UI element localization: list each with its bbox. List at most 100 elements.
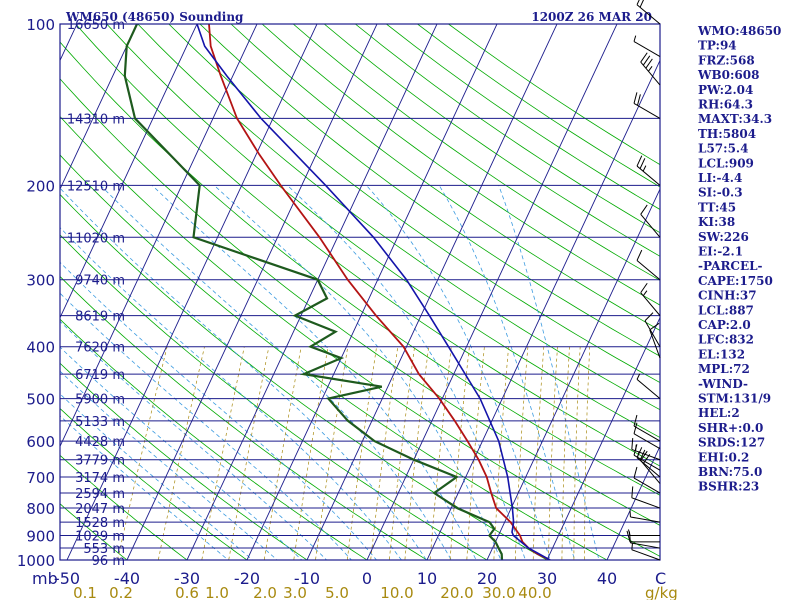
wind-barb-half-flag bbox=[633, 35, 637, 42]
wind-barb bbox=[631, 438, 661, 461]
height-label: 5900 m bbox=[75, 393, 125, 408]
isotherm bbox=[426, 59, 660, 560]
dry-adiabat bbox=[292, 24, 660, 281]
sounding-index: LCL:909 bbox=[698, 156, 754, 170]
wind-barb-flag bbox=[649, 322, 660, 331]
sounding-index: -PARCEL- bbox=[698, 259, 763, 273]
wind-barb bbox=[633, 414, 661, 442]
wind-barb-half-flag bbox=[635, 444, 637, 451]
wind-barb-flag bbox=[639, 158, 646, 169]
wind-barb bbox=[644, 312, 661, 347]
pressure-tick-label: 600 bbox=[26, 433, 55, 451]
sounding-index: EI:-2.1 bbox=[698, 245, 743, 259]
pressure-tick-label: 1000 bbox=[17, 552, 55, 570]
wind-barb-staff bbox=[640, 61, 661, 86]
wind-barb bbox=[636, 155, 661, 186]
wind-barbs bbox=[626, 0, 661, 561]
wind-barb bbox=[633, 92, 661, 119]
moist-adiabat bbox=[60, 261, 377, 560]
sounding-index: TT:45 bbox=[698, 200, 736, 214]
sounding-index: FRZ:568 bbox=[698, 53, 755, 67]
mixing-ratio-line bbox=[404, 346, 430, 560]
height-label: 7620 m bbox=[75, 341, 125, 356]
moist-adiabat bbox=[438, 185, 576, 560]
mixing-ratio-tick-label: 10.0 bbox=[380, 584, 413, 600]
mixing-ratio-tick-label: 0.2 bbox=[109, 584, 133, 600]
temperature-tick-label: -40 bbox=[114, 569, 140, 588]
mixing-ratio-unit-label: g/kg bbox=[645, 584, 678, 600]
sounding-index: MAXT:34.3 bbox=[698, 112, 772, 126]
isotherm bbox=[60, 24, 198, 319]
sounding-index: WMO:48650 bbox=[697, 24, 781, 38]
wind-barb-staff bbox=[636, 260, 661, 281]
height-label: 4428 m bbox=[75, 435, 125, 450]
wind-barb-staff bbox=[644, 320, 661, 347]
height-label: 8619 m bbox=[75, 310, 125, 325]
wind-barb bbox=[631, 486, 661, 509]
dry-adiabat bbox=[60, 503, 128, 560]
wind-barb-staff bbox=[633, 425, 661, 442]
dry-adiabat bbox=[137, 24, 660, 411]
dry-adiabat bbox=[230, 24, 660, 331]
wind-barb-flag bbox=[645, 58, 653, 69]
dewpoint-trace bbox=[123, 24, 504, 560]
moist-adiabats bbox=[60, 185, 600, 560]
mixing-ratio-line bbox=[117, 346, 168, 560]
height-label: 5133 m bbox=[75, 415, 125, 430]
moist-adiabat bbox=[498, 185, 600, 560]
wind-barb-flag bbox=[636, 94, 641, 106]
isotherm bbox=[546, 316, 660, 560]
dry-adiabat bbox=[60, 234, 488, 560]
sounding-index: -WIND- bbox=[698, 377, 748, 391]
mixing-ratio-line bbox=[346, 346, 377, 560]
wind-barb-half-flag bbox=[648, 65, 653, 72]
sounding-index: EHI:0.2 bbox=[698, 450, 749, 464]
moist-adiabat bbox=[287, 185, 526, 560]
dry-adiabat bbox=[60, 193, 548, 560]
moist-adiabat bbox=[100, 185, 452, 560]
moist-adiabat bbox=[366, 185, 551, 560]
wind-barb-half-flag bbox=[631, 543, 633, 550]
wind-barb-staff bbox=[630, 516, 661, 523]
wind-barb bbox=[636, 0, 661, 25]
isotherm bbox=[66, 24, 318, 560]
mixing-ratio-line bbox=[584, 346, 591, 560]
wind-barb-flag bbox=[640, 52, 648, 63]
height-label: 12510 m bbox=[67, 179, 125, 194]
dry-adiabat bbox=[106, 24, 660, 438]
wind-barb-staff bbox=[631, 497, 661, 509]
wind-barb bbox=[636, 373, 661, 400]
sounding-index: BSHR:23 bbox=[698, 480, 759, 494]
wind-barb-staff bbox=[631, 549, 661, 561]
dry-adiabat bbox=[199, 24, 660, 357]
wind-barb bbox=[640, 282, 661, 316]
sounding-index: HEL:2 bbox=[698, 406, 740, 420]
wind-barb-staff bbox=[649, 329, 661, 359]
wind-barb bbox=[636, 249, 661, 281]
chart-title: WM650 (48650) Sounding bbox=[65, 10, 244, 24]
height-label: 14310 m bbox=[67, 112, 125, 127]
wind-barb-half-flag bbox=[642, 165, 647, 172]
wind-barb-staff bbox=[636, 165, 661, 186]
pressure-tick-label: 200 bbox=[26, 177, 55, 195]
height-label: 1528 m bbox=[75, 516, 125, 531]
moist-adiabat bbox=[60, 292, 353, 560]
moist-adiabat bbox=[60, 393, 254, 560]
mixing-ratio-tick-label: 5.0 bbox=[325, 584, 349, 600]
sounding-index: WB0:608 bbox=[697, 68, 759, 82]
moist-adiabat bbox=[60, 370, 278, 560]
sounding-index: BRN:75.0 bbox=[698, 465, 762, 479]
temperature-tick-label: -30 bbox=[174, 569, 200, 588]
pressure-tick-label: 500 bbox=[26, 391, 55, 409]
sounding-index: SI:-0.3 bbox=[698, 186, 743, 200]
sounding-index: MPL:72 bbox=[698, 362, 750, 376]
wind-barb-flag bbox=[633, 414, 638, 427]
moist-adiabat bbox=[60, 415, 229, 560]
height-label: 16650 m bbox=[67, 18, 125, 33]
mixing-ratio-line bbox=[228, 346, 270, 560]
sounding-index: LI:-4.4 bbox=[698, 171, 742, 185]
wind-barb bbox=[633, 35, 661, 57]
wind-barb-staff bbox=[636, 457, 661, 478]
sounding-index: SRDS:127 bbox=[698, 436, 765, 450]
wind-barb bbox=[640, 204, 661, 238]
